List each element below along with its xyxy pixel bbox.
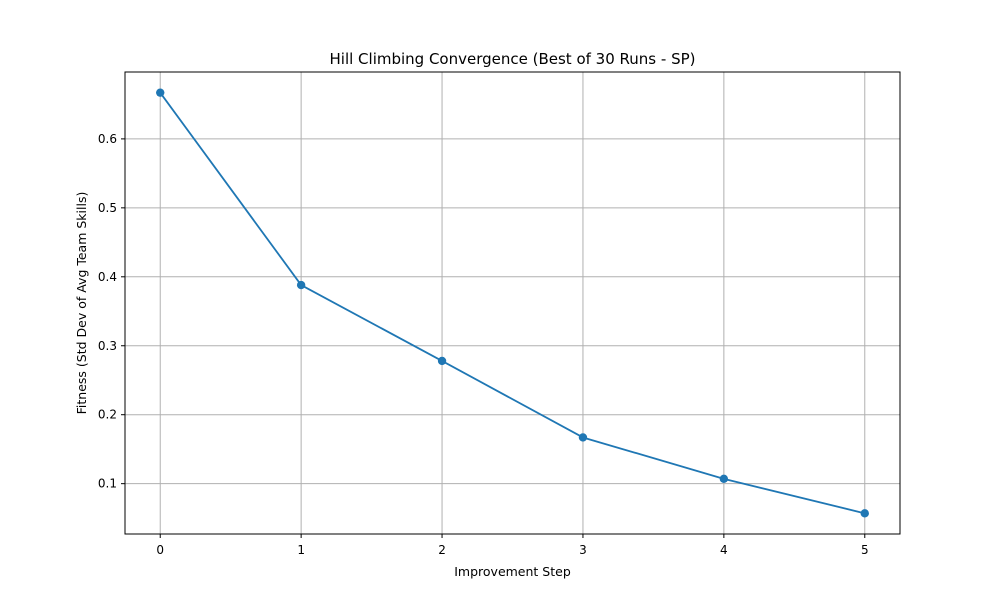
data-point-marker — [860, 509, 869, 518]
data-point-marker — [578, 433, 588, 442]
data-series — [156, 88, 869, 518]
series-line — [159, 92, 865, 515]
y-tick-label: 0.2 — [98, 408, 117, 422]
data-point-marker — [719, 474, 729, 484]
data-point-marker — [437, 356, 447, 366]
x-tick-label: 5 — [861, 543, 869, 557]
y-tick-label: 0.3 — [98, 339, 117, 353]
x-axis-label: Improvement Step — [454, 564, 571, 579]
y-axis-label: Fitness (Std Dev of Avg Team Skills) — [74, 192, 89, 415]
x-tick-label: 2 — [438, 543, 446, 557]
y-tick-label: 0.5 — [98, 201, 117, 215]
data-point-marker — [296, 280, 306, 290]
y-tick-label: 0.4 — [98, 270, 117, 284]
x-tick-label: 3 — [579, 543, 587, 557]
chart-title: Hill Climbing Convergence (Best of 30 Ru… — [330, 50, 696, 68]
x-tick-label: 0 — [156, 543, 164, 557]
x-tick-label: 1 — [297, 543, 305, 557]
grid-lines — [125, 72, 900, 534]
axis-ticks: 0 1 2 3 4 5 0.1 0.2 0.3 0.4 0.5 0.6 — [98, 132, 869, 557]
y-tick-label: 0.6 — [98, 132, 117, 146]
plot-area-frame — [124, 71, 901, 535]
x-tick-label: 4 — [720, 543, 728, 557]
data-point-marker — [156, 88, 165, 97]
y-tick-label: 0.1 — [98, 477, 117, 491]
